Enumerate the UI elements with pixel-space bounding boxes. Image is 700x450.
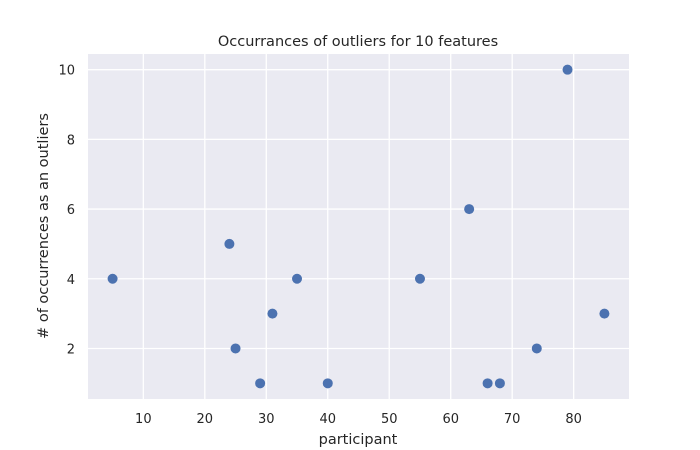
- data-point: [414, 273, 425, 284]
- data-point: [224, 238, 235, 249]
- x-tick-labels: 10 20 30 40 50 60 70 80: [135, 412, 582, 427]
- x-tick-label: 70: [504, 412, 521, 427]
- data-point: [482, 378, 493, 389]
- data-point: [267, 308, 278, 319]
- x-tick-label: 80: [565, 412, 582, 427]
- x-tick-label: 10: [135, 412, 152, 427]
- data-point: [599, 308, 610, 319]
- y-tick-label: 4: [67, 273, 75, 288]
- data-point: [292, 273, 303, 284]
- grid-lines: [88, 54, 629, 399]
- data-point: [562, 64, 573, 75]
- data-point: [255, 378, 266, 389]
- x-axis-label: participant: [319, 432, 398, 448]
- data-point: [494, 378, 505, 389]
- y-tick-label: 10: [58, 64, 75, 79]
- x-tick-label: 30: [258, 412, 275, 427]
- x-tick-label: 50: [381, 412, 398, 427]
- data-point: [464, 204, 475, 215]
- data-point: [322, 378, 333, 389]
- plot-area: [88, 54, 629, 399]
- y-tick-labels: 2 4 6 8 10: [58, 64, 75, 358]
- x-tick-label: 60: [442, 412, 459, 427]
- y-tick-label: 6: [67, 203, 75, 218]
- data-point: [230, 343, 241, 354]
- data-point: [107, 273, 118, 284]
- x-tick-label: 40: [319, 412, 336, 427]
- chart-title: Occurrances of outliers for 10 features: [218, 34, 498, 50]
- y-tick-label: 2: [67, 342, 75, 357]
- y-tick-label: 8: [67, 133, 75, 148]
- y-axis-label: # of occurrences as an outliers: [36, 113, 52, 339]
- data-point: [531, 343, 542, 354]
- data-points: [107, 64, 610, 389]
- x-tick-label: 20: [197, 412, 214, 427]
